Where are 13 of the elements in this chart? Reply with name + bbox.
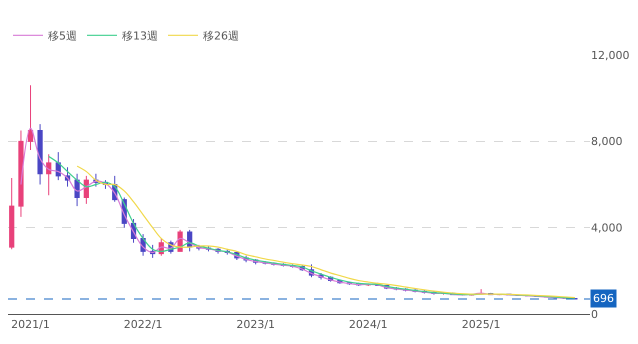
y-tick-label: 4,000 [591,222,622,235]
y-tick-label: 0 [591,308,598,321]
x-tick-label: 2021/1 [11,318,50,332]
y-tick-label: 12,000 [591,48,630,62]
ref-line-label: 696 [593,292,614,305]
x-tick-label: 2022/1 [124,318,162,332]
x-tick-label: 2024/1 [348,318,388,332]
legend-label: 移5週 [48,30,77,43]
y-tick-label: 8,000 [591,135,622,148]
x-tick-label: 2025/1 [462,318,500,332]
legend-label: 移13週 [122,30,158,43]
x-tick-label: 2023/1 [236,318,276,332]
legend-label: 移26週 [203,30,239,43]
